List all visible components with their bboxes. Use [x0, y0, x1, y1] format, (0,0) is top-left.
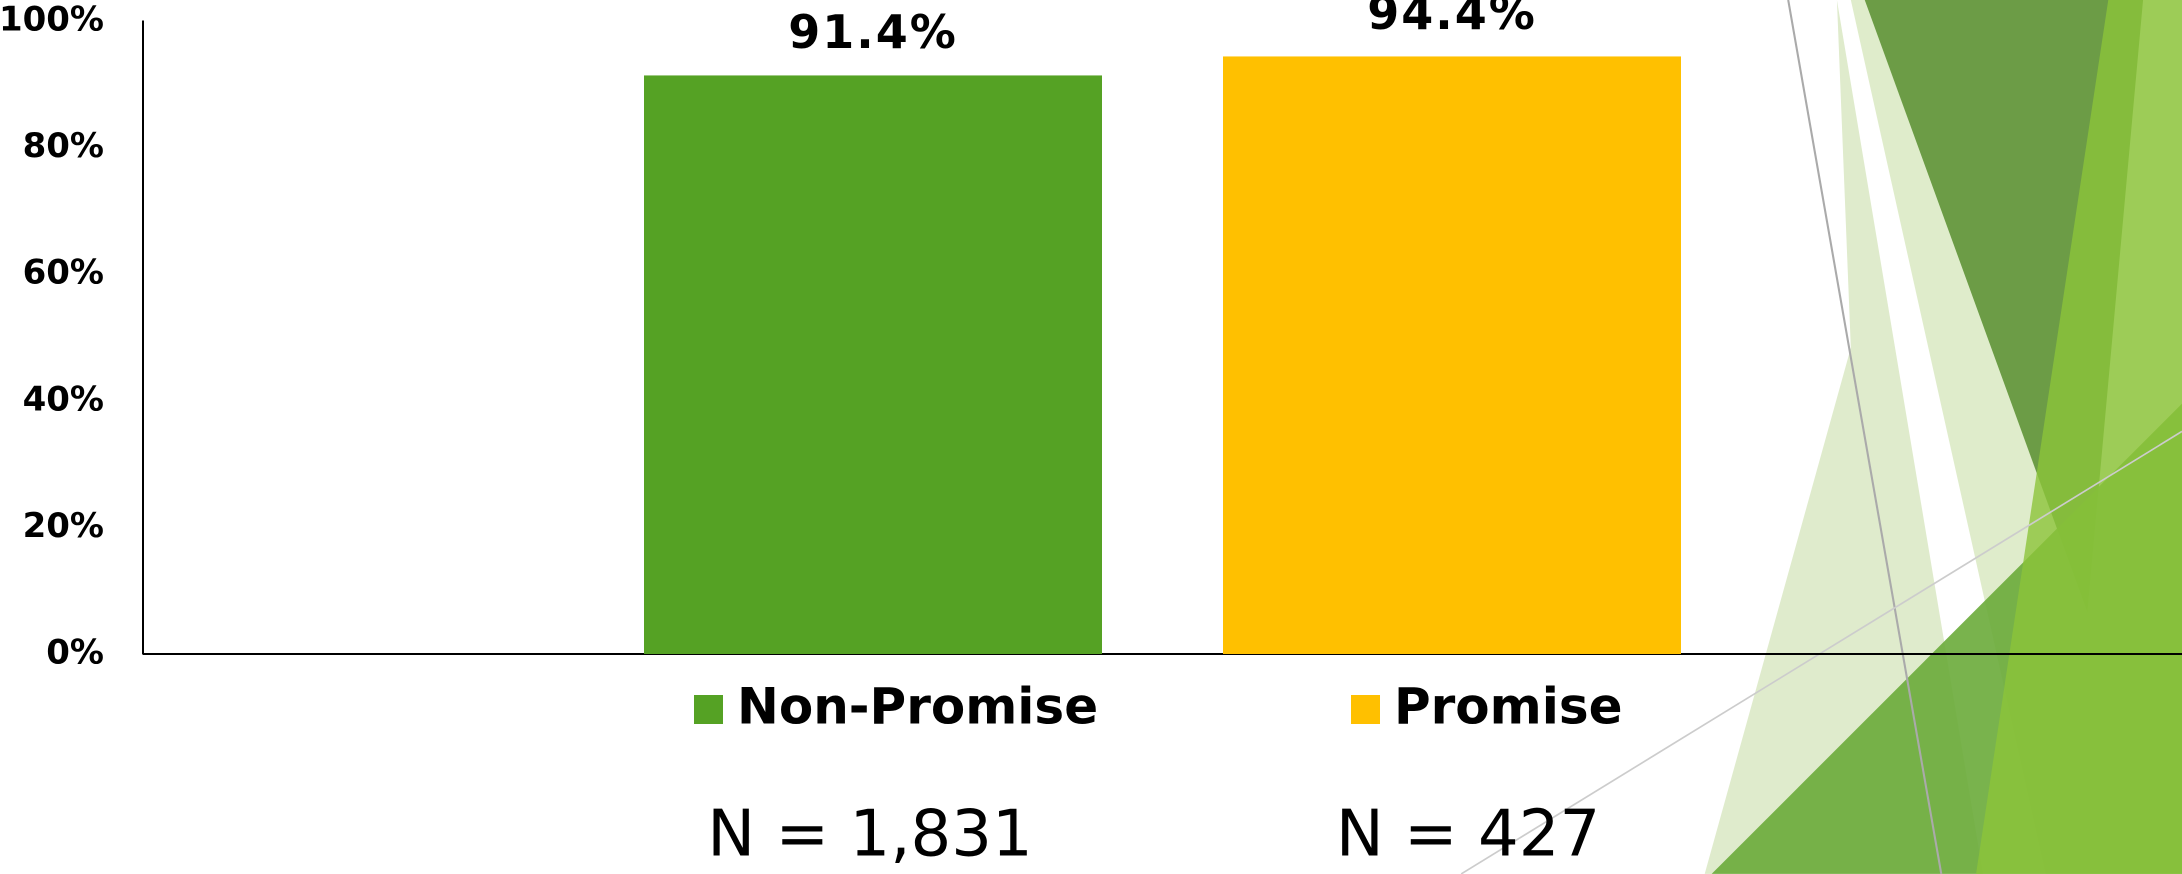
y-tick-label: 100%: [0, 0, 104, 40]
y-tick-label: 60%: [23, 253, 104, 293]
y-tick-label: 0%: [46, 633, 104, 673]
legend-label: Promise: [1394, 678, 1623, 736]
y-tick-label: 80%: [23, 126, 104, 166]
annotation: N = 1,831: [707, 798, 1032, 872]
decoration: [1460, 0, 2182, 874]
bar: [1223, 56, 1681, 654]
legend-label: Non-Promise: [737, 678, 1098, 736]
y-tick-label: 40%: [23, 379, 104, 419]
value-label: 91.4%: [788, 5, 958, 59]
value-label: 94.4%: [1367, 0, 1537, 40]
legend-swatch: [1351, 695, 1380, 724]
annotation: N = 427: [1336, 798, 1600, 872]
bar: [644, 75, 1102, 655]
legend-swatch: [694, 695, 723, 724]
y-tick-label: 20%: [23, 506, 104, 546]
